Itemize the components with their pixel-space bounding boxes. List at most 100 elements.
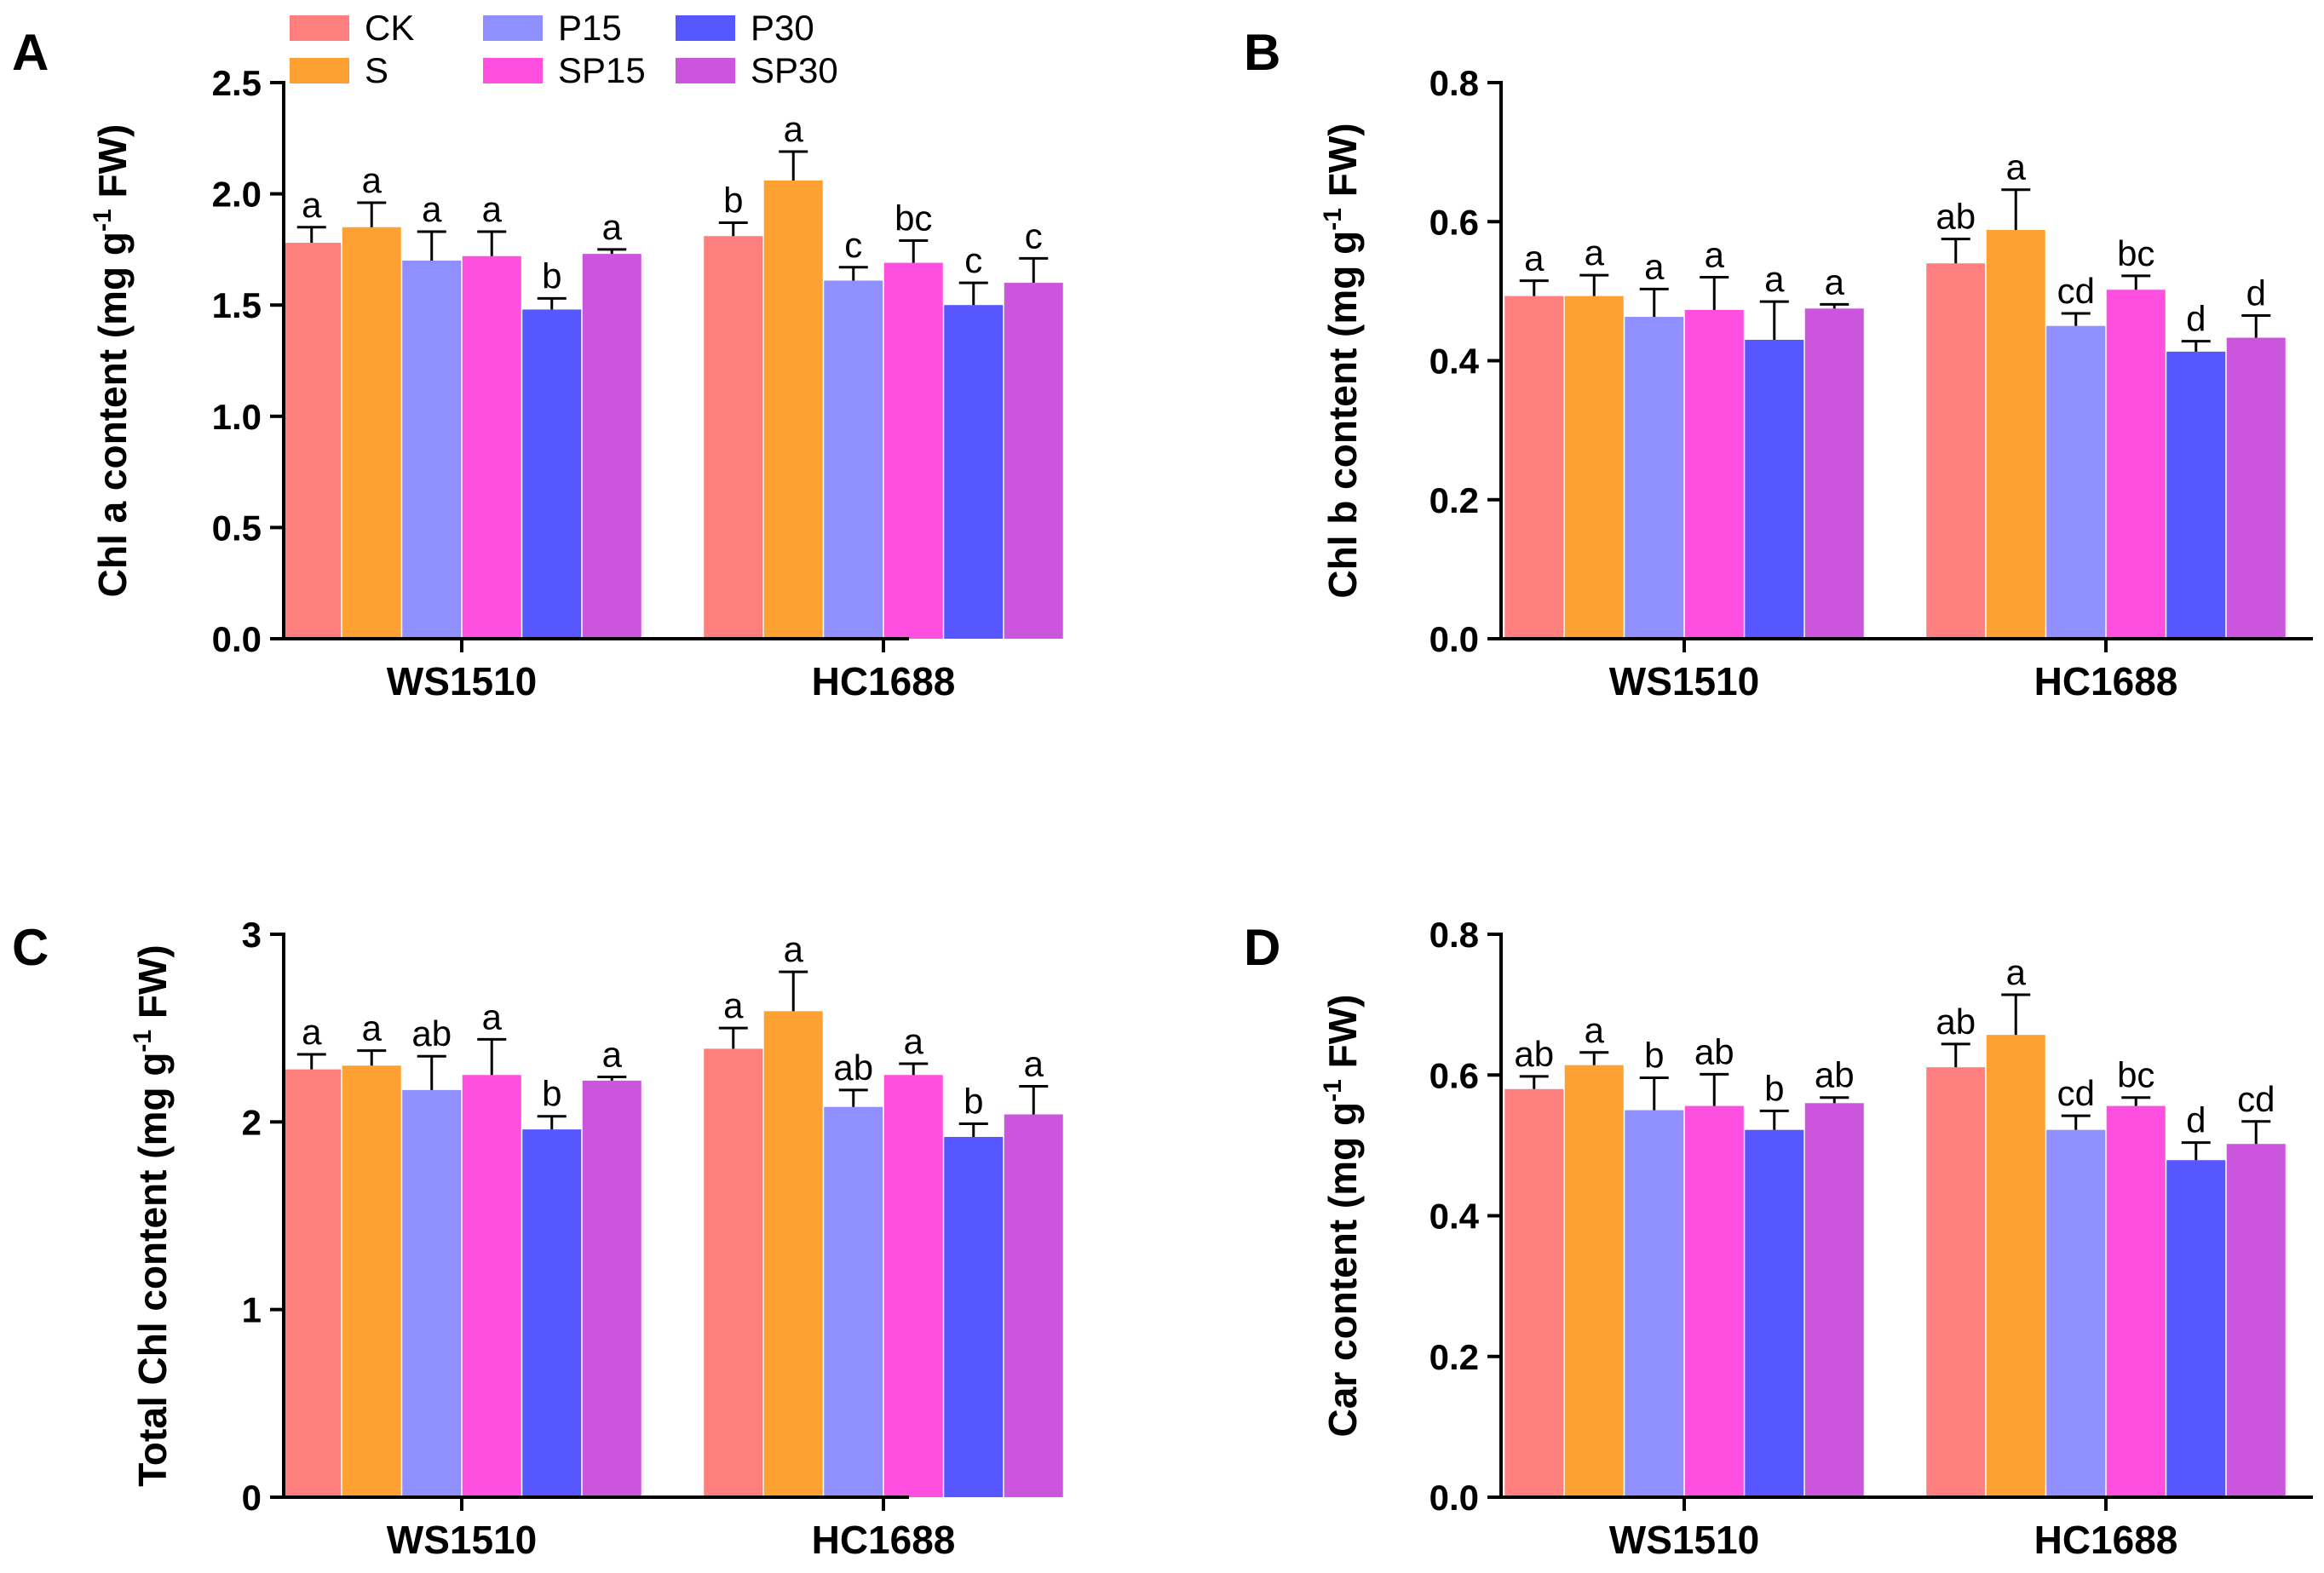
bar-s-ws1510 [342,1065,401,1497]
bar-p15-hc1688 [824,1106,883,1497]
significance-letter-p15-hc1688: cd [2057,271,2095,311]
x-category-label-hc1688: HC1688 [2034,1518,2178,1562]
significance-letter-sp30-ws1510: a [602,1034,623,1074]
bar-sp30-hc1688 [2226,337,2286,639]
significance-letter-p30-ws1510: b [1764,1068,1784,1108]
bar-s-ws1510 [1564,1065,1624,1497]
legend-swatch-p15 [483,15,543,41]
y-tick-label: 0.8 [1429,63,1479,103]
significance-letter-sp15-hc1688: bc [2117,233,2154,273]
bar-p30-hc1688 [944,305,1004,639]
bar-p30-hc1688 [944,1136,1004,1497]
y-tick-label: 1.5 [212,285,262,325]
y-tick-label: 2.5 [212,63,262,103]
significance-letter-ck-ws1510: ab [1514,1034,1554,1074]
bar-p30-ws1510 [522,1129,582,1497]
legend-swatch-p30 [676,15,735,41]
significance-letter-s-hc1688: a [2006,147,2027,187]
significance-letter-s-hc1688: a [784,109,804,149]
bar-sp15-ws1510 [1684,309,1744,639]
y-tick-label: 0.0 [1429,619,1479,659]
significance-letter-sp30-ws1510: a [602,207,623,247]
y-axis-title-main: Total Chl content (mg g [130,1053,175,1487]
bar-s-hc1688 [763,1011,823,1497]
significance-letter-sp30-hc1688: cd [2237,1079,2275,1119]
bar-s-ws1510 [342,227,401,639]
x-category-label-hc1688: HC1688 [812,1518,956,1562]
y-axis-title-end: FW) [1320,123,1365,208]
bar-sp15-ws1510 [462,255,521,639]
y-tick-label: 0.0 [1429,1478,1479,1518]
y-tick-label: 0.6 [1429,1055,1479,1095]
y-tick-label: 1.0 [212,397,262,437]
y-tick-label: 0.6 [1429,202,1479,242]
bar-sp15-ws1510 [1684,1105,1744,1497]
legend-label-sp15: SP15 [558,50,646,90]
bar-s-hc1688 [1986,1035,2045,1497]
significance-letter-p15-ws1510: a [1644,246,1665,286]
bar-p15-ws1510 [402,260,462,639]
legend-label-s: S [365,50,388,90]
significance-letter-s-ws1510: a [362,160,383,200]
significance-letter-ck-hc1688: ab [1936,1002,1976,1042]
bar-ck-ws1510 [1504,1088,1564,1497]
y-axis-title-end: FW) [90,124,135,210]
y-tick-label: 0.0 [212,619,262,659]
bar-p15-hc1688 [2046,325,2106,639]
significance-letter-sp30-hc1688: d [2246,273,2266,313]
y-tick-label: 0.2 [1429,1337,1479,1377]
bar-sp15-hc1688 [883,1075,943,1497]
significance-letter-s-hc1688: a [784,929,804,969]
legend-swatch-ck [290,15,349,41]
significance-letter-ck-ws1510: a [1524,238,1545,278]
legend-swatch-sp15 [483,58,543,83]
bar-ck-ws1510 [282,1069,342,1497]
significance-letter-p15-hc1688: c [844,225,862,265]
bar-ck-hc1688 [1926,1067,1986,1497]
bar-s-ws1510 [1564,296,1624,639]
y-axis-title-end: FW) [130,944,175,1030]
y-axis-title-sup: -1 [129,1030,157,1053]
y-axis-title-main: Car content (mg g [1320,1102,1365,1438]
bar-s-hc1688 [763,180,823,640]
x-category-label-hc1688: HC1688 [812,659,956,703]
significance-letter-sp15-hc1688: bc [2117,1055,2154,1095]
bar-p30-hc1688 [2166,1160,2226,1497]
y-tick-label: 2.0 [212,175,262,215]
bar-p15-ws1510 [1625,1110,1684,1497]
legend-swatch-s [290,58,349,83]
x-category-label-ws1510: WS1510 [387,659,537,703]
y-axis-title-end: FW) [1320,995,1365,1080]
bar-p15-ws1510 [402,1089,462,1497]
bar-sp30-ws1510 [582,254,641,639]
x-category-label-hc1688: HC1688 [2034,659,2178,703]
significance-letter-sp15-ws1510: ab [1694,1031,1734,1071]
y-axis-title-sup: -1 [89,209,117,232]
legend-item-ck: CK [290,8,414,48]
bar-p30-hc1688 [2166,351,2226,639]
significance-letter-sp15-ws1510: a [482,189,503,229]
legend-label-p15: P15 [558,8,622,48]
legend-item-s: S [290,50,388,90]
legend-swatch-sp30 [676,58,735,83]
significance-letter-sp15-ws1510: a [482,996,503,1036]
legend-label-sp30: SP30 [751,50,838,90]
bar-sp15-ws1510 [462,1075,521,1497]
y-axis-title-d: Car content (mg g-1 FW) [1319,995,1365,1438]
bar-p15-hc1688 [824,280,883,639]
significance-letter-p30-ws1510: b [542,255,561,296]
bar-sp30-ws1510 [582,1080,641,1497]
significance-letter-s-hc1688: a [2006,952,2027,992]
bar-p30-ws1510 [1745,1129,1804,1497]
bar-p30-ws1510 [1745,340,1804,639]
significance-letter-ck-hc1688: b [723,181,743,221]
significance-letter-ck-hc1688: ab [1936,197,1976,237]
significance-letter-s-ws1510: a [362,1008,383,1048]
x-category-label-ws1510: WS1510 [1609,1518,1759,1562]
